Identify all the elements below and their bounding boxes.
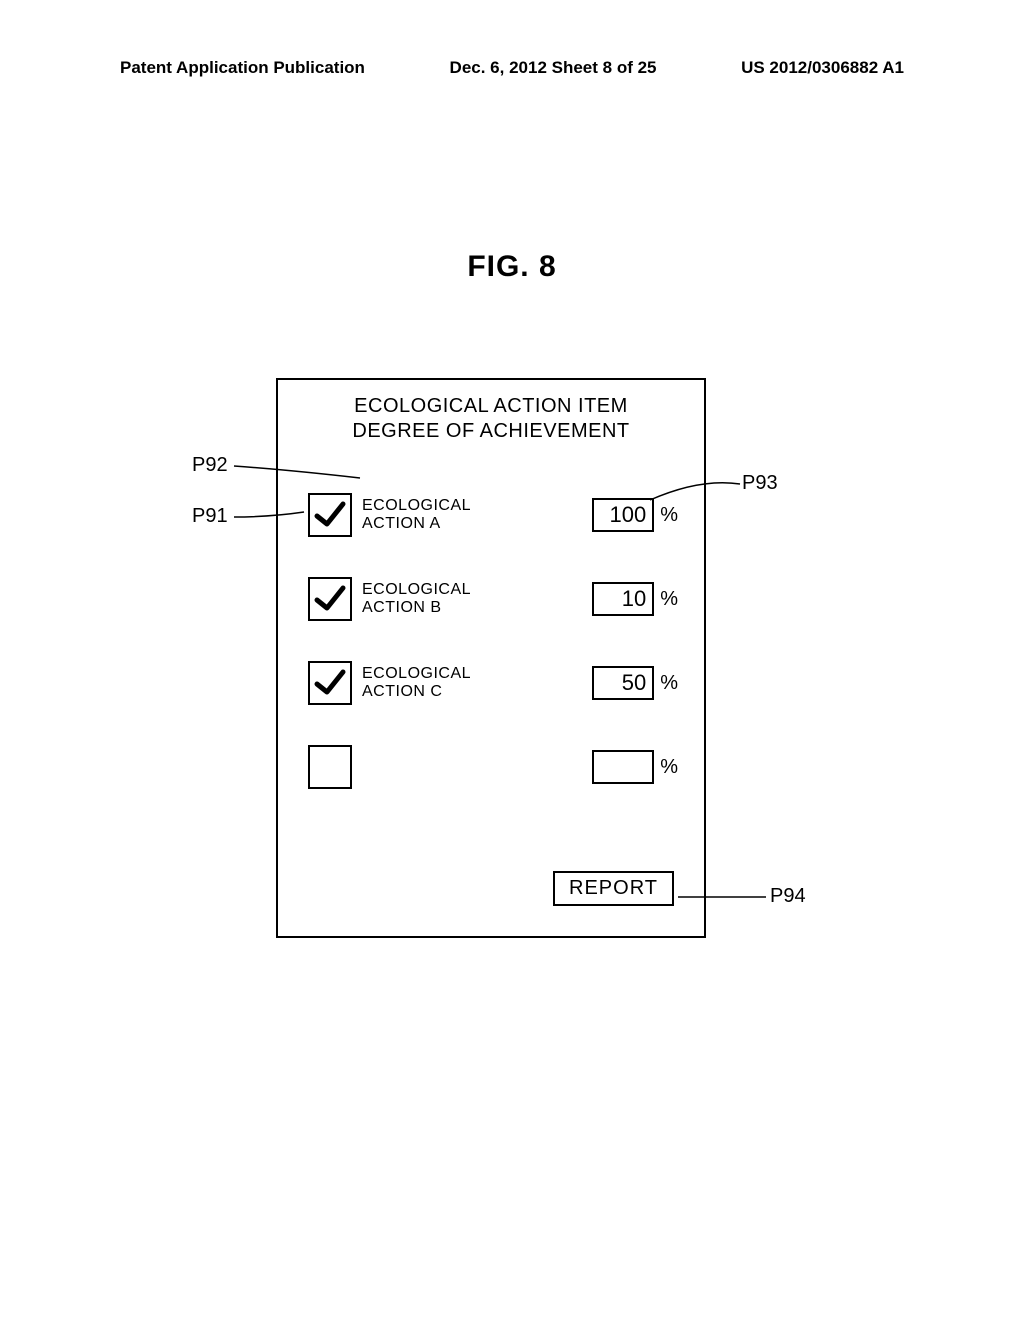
action-label: ECOLOGICAL ACTION A xyxy=(362,497,482,534)
checkmark-icon xyxy=(313,582,347,616)
panel-title: ECOLOGICAL ACTION ITEM DEGREE OF ACHIEVE… xyxy=(278,394,704,444)
page-header: Patent Application Publication Dec. 6, 2… xyxy=(0,58,1024,78)
callout-p94: P94 xyxy=(770,885,806,908)
percent-unit: % xyxy=(660,504,678,527)
action-rows: ECOLOGICAL ACTION A 100 % ECOLOGICAL ACT… xyxy=(308,490,678,826)
action-checkbox[interactable] xyxy=(308,661,352,705)
checkmark-icon xyxy=(313,498,347,532)
percent-unit: % xyxy=(660,588,678,611)
figure-title: FIG. 8 xyxy=(0,250,1024,284)
checkmark-icon xyxy=(313,666,347,700)
panel-title-line2: DEGREE OF ACHIEVEMENT xyxy=(352,420,629,442)
panel-title-line1: ECOLOGICAL ACTION ITEM xyxy=(354,395,628,417)
percent-input[interactable]: 10 xyxy=(592,582,654,616)
action-checkbox[interactable] xyxy=(308,493,352,537)
action-row: ECOLOGICAL ACTION A 100 % xyxy=(308,490,678,540)
action-row: % xyxy=(308,742,678,792)
action-label: ECOLOGICAL ACTION C xyxy=(362,665,482,702)
achievement-panel: ECOLOGICAL ACTION ITEM DEGREE OF ACHIEVE… xyxy=(276,378,706,938)
percent-input[interactable]: 50 xyxy=(592,666,654,700)
percent-input[interactable] xyxy=(592,750,654,784)
callout-p93: P93 xyxy=(742,472,778,495)
report-button[interactable]: REPORT xyxy=(553,871,674,906)
action-label: ECOLOGICAL ACTION B xyxy=(362,581,482,618)
callout-p91: P91 xyxy=(192,505,228,528)
header-left: Patent Application Publication xyxy=(120,58,365,78)
percent-unit: % xyxy=(660,756,678,779)
action-row: ECOLOGICAL ACTION C 50 % xyxy=(308,658,678,708)
header-center: Dec. 6, 2012 Sheet 8 of 25 xyxy=(450,58,657,78)
action-row: ECOLOGICAL ACTION B 10 % xyxy=(308,574,678,624)
action-checkbox[interactable] xyxy=(308,577,352,621)
action-label xyxy=(362,758,482,776)
callout-p92: P92 xyxy=(192,454,228,477)
percent-input[interactable]: 100 xyxy=(592,498,654,532)
action-checkbox[interactable] xyxy=(308,745,352,789)
percent-unit: % xyxy=(660,672,678,695)
header-right: US 2012/0306882 A1 xyxy=(741,58,904,78)
